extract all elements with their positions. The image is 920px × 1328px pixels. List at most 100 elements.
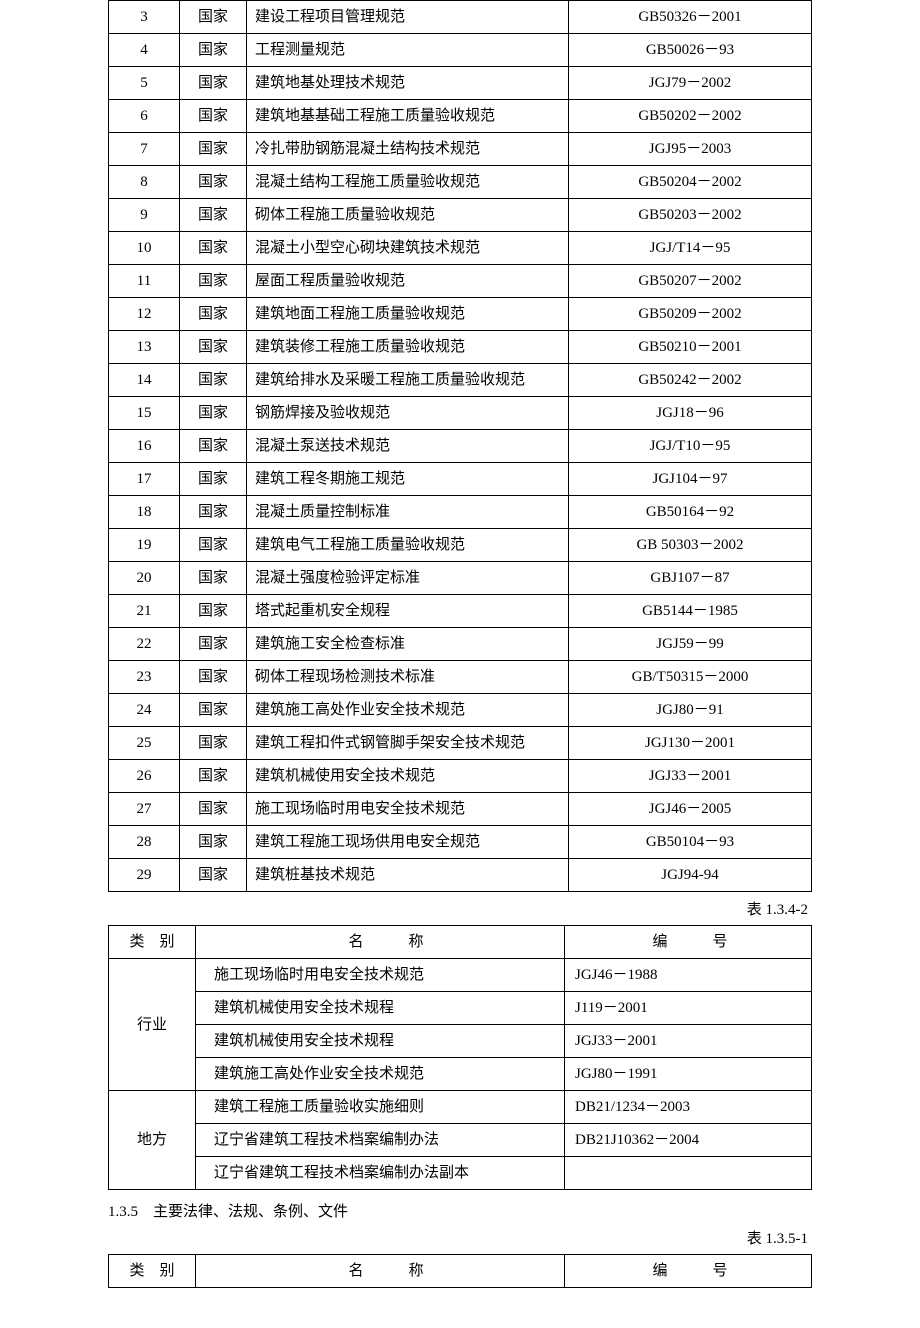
cell-name: 砌体工程施工质量验收规范 — [247, 199, 569, 232]
cell-category: 国家 — [180, 727, 247, 760]
table-row: 8国家混凝土结构工程施工质量验收规范GB50204－2002 — [109, 166, 812, 199]
cell-name: 建筑电气工程施工质量验收规范 — [247, 529, 569, 562]
cell-category: 国家 — [180, 760, 247, 793]
table-row: 13国家建筑装修工程施工质量验收规范GB50210－2001 — [109, 331, 812, 364]
cell-name: 施工现场临时用电安全技术规范 — [196, 959, 565, 992]
cell-code: GB50203－2002 — [569, 199, 812, 232]
cell-num: 25 — [109, 727, 180, 760]
header-code: 编 号 — [565, 1255, 812, 1288]
cell-num: 22 — [109, 628, 180, 661]
cell-code: GB50207－2002 — [569, 265, 812, 298]
cell-code: GB50204－2002 — [569, 166, 812, 199]
cell-num: 21 — [109, 595, 180, 628]
cell-category: 国家 — [180, 496, 247, 529]
cell-category: 国家 — [180, 199, 247, 232]
cell-name: 混凝土泵送技术规范 — [247, 430, 569, 463]
table-row: 4国家工程测量规范GB50026－93 — [109, 34, 812, 67]
cell-name: 屋面工程质量验收规范 — [247, 265, 569, 298]
cell-num: 10 — [109, 232, 180, 265]
cell-num: 11 — [109, 265, 180, 298]
cell-category: 国家 — [180, 133, 247, 166]
table2-caption: 表 1.3.4-2 — [108, 898, 808, 919]
cell-code: GB/T50315－2000 — [569, 661, 812, 694]
cell-category: 国家 — [180, 562, 247, 595]
cell-name: 建筑机械使用安全技术规程 — [196, 1025, 565, 1058]
cell-category: 国家 — [180, 529, 247, 562]
cell-category: 国家 — [180, 331, 247, 364]
cell-category: 国家 — [180, 1, 247, 34]
table-row: 23国家砌体工程现场检测技术标准GB/T50315－2000 — [109, 661, 812, 694]
cell-name: 建筑工程施工现场供用电安全规范 — [247, 826, 569, 859]
cell-num: 13 — [109, 331, 180, 364]
cell-category: 国家 — [180, 232, 247, 265]
cell-code: JGJ46－2005 — [569, 793, 812, 826]
table-row: 建筑机械使用安全技术规程J119－2001 — [109, 992, 812, 1025]
cell-category: 国家 — [180, 298, 247, 331]
table-row: 16国家混凝土泵送技术规范JGJ/T10－95 — [109, 430, 812, 463]
table-row: 19国家建筑电气工程施工质量验收规范GB 50303－2002 — [109, 529, 812, 562]
cell-num: 20 — [109, 562, 180, 595]
table-row: 12国家建筑地面工程施工质量验收规范GB50209－2002 — [109, 298, 812, 331]
cell-code: GB50210－2001 — [569, 331, 812, 364]
cell-code: JGJ80－1991 — [565, 1058, 812, 1091]
cell-name: 辽宁省建筑工程技术档案编制办法 — [196, 1124, 565, 1157]
cell-name: 建筑桩基技术规范 — [247, 859, 569, 892]
table-row: 21国家塔式起重机安全规程GB5144－1985 — [109, 595, 812, 628]
cell-name: 建设工程项目管理规范 — [247, 1, 569, 34]
table-row: 5国家建筑地基处理技术规范JGJ79－2002 — [109, 67, 812, 100]
table-row: 24国家建筑施工高处作业安全技术规范JGJ80－91 — [109, 694, 812, 727]
cell-code: GB50164－92 — [569, 496, 812, 529]
cell-code: GB50104－93 — [569, 826, 812, 859]
cell-name: 建筑施工安全检查标准 — [247, 628, 569, 661]
cell-name: 工程测量规范 — [247, 34, 569, 67]
header-code: 编 号 — [565, 926, 812, 959]
table-row: 25国家建筑工程扣件式钢管脚手架安全技术规范JGJ130－2001 — [109, 727, 812, 760]
cell-category: 国家 — [180, 430, 247, 463]
section-heading-1-3-5: 1.3.5 主要法律、法规、条例、文件 — [108, 1200, 812, 1221]
cell-code: JGJ104－97 — [569, 463, 812, 496]
cell-num: 23 — [109, 661, 180, 694]
cell-code: JGJ/T14－95 — [569, 232, 812, 265]
cell-name: 建筑给排水及采暖工程施工质量验收规范 — [247, 364, 569, 397]
cell-category: 国家 — [180, 265, 247, 298]
table-row: 建筑施工高处作业安全技术规范JGJ80－1991 — [109, 1058, 812, 1091]
header-category: 类 别 — [109, 926, 196, 959]
table-row: 7国家冷扎带肋钢筋混凝土结构技术规范JGJ95－2003 — [109, 133, 812, 166]
cell-category: 国家 — [180, 694, 247, 727]
cell-num: 24 — [109, 694, 180, 727]
cell-num: 16 — [109, 430, 180, 463]
cell-code: GB50202－2002 — [569, 100, 812, 133]
cell-name: 混凝土结构工程施工质量验收规范 — [247, 166, 569, 199]
cell-category: 国家 — [180, 397, 247, 430]
cell-code: JGJ94-94 — [569, 859, 812, 892]
cell-category: 国家 — [180, 793, 247, 826]
cell-name: 混凝土质量控制标准 — [247, 496, 569, 529]
table-row: 18国家混凝土质量控制标准GB50164－92 — [109, 496, 812, 529]
cell-code: JGJ80－91 — [569, 694, 812, 727]
cell-code: GB50242－2002 — [569, 364, 812, 397]
cell-category: 国家 — [180, 100, 247, 133]
table-row: 29国家建筑桩基技术规范JGJ94-94 — [109, 859, 812, 892]
cell-name: 钢筋焊接及验收规范 — [247, 397, 569, 430]
cell-category: 国家 — [180, 595, 247, 628]
standards-table-3: 类 别名 称编 号 — [108, 1254, 812, 1288]
cell-category: 国家 — [180, 628, 247, 661]
cell-num: 15 — [109, 397, 180, 430]
cell-code: JGJ18－96 — [569, 397, 812, 430]
standards-table-2: 类 别名 称编 号行业施工现场临时用电安全技术规范JGJ46－1988建筑机械使… — [108, 925, 812, 1190]
cell-code: JGJ46－1988 — [565, 959, 812, 992]
cell-category: 国家 — [180, 34, 247, 67]
table-row: 27国家施工现场临时用电安全技术规范JGJ46－2005 — [109, 793, 812, 826]
cell-name: 建筑工程扣件式钢管脚手架安全技术规范 — [247, 727, 569, 760]
standards-table-1: 3国家建设工程项目管理规范GB50326－20014国家工程测量规范GB5002… — [108, 0, 812, 892]
cell-num: 3 — [109, 1, 180, 34]
cell-name: 混凝土小型空心砌块建筑技术规范 — [247, 232, 569, 265]
cell-category: 国家 — [180, 859, 247, 892]
cell-num: 14 — [109, 364, 180, 397]
cell-code: JGJ59－99 — [569, 628, 812, 661]
cell-name: 建筑地基处理技术规范 — [247, 67, 569, 100]
cell-num: 7 — [109, 133, 180, 166]
table-row: 28国家建筑工程施工现场供用电安全规范GB50104－93 — [109, 826, 812, 859]
cell-name: 建筑地基基础工程施工质量验收规范 — [247, 100, 569, 133]
cell-name: 辽宁省建筑工程技术档案编制办法副本 — [196, 1157, 565, 1190]
